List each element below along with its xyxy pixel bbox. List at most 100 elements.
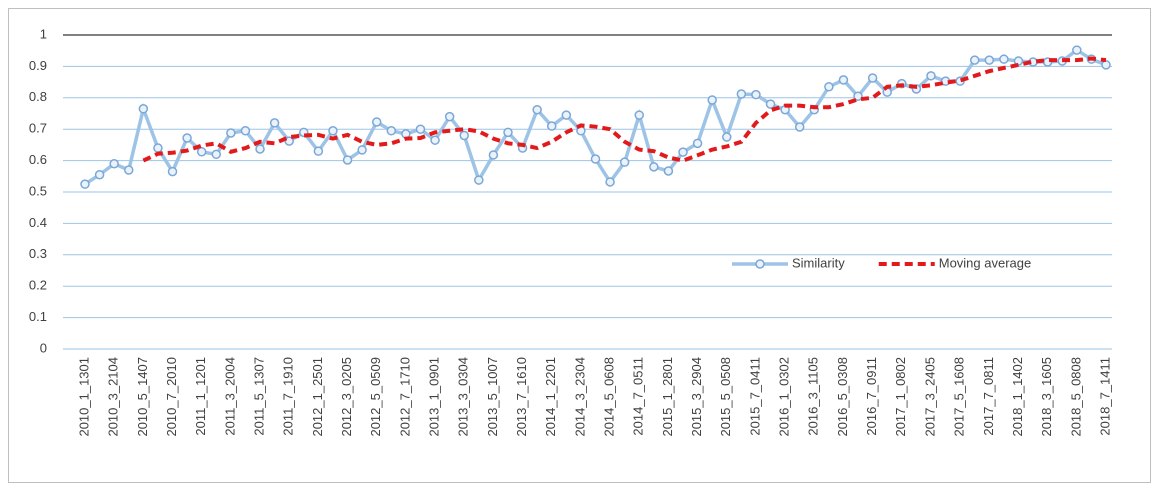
data-point <box>590 154 601 164</box>
data-point <box>80 179 90 189</box>
data-point <box>1072 45 1082 55</box>
x-tick-label: 2011_7_1910 <box>281 357 296 436</box>
y-tick-label: 0.4 <box>29 215 47 230</box>
x-tick-label: 2015_5_0508 <box>718 357 733 437</box>
data-point <box>853 91 863 101</box>
x-tick-label: 2018_5_0808 <box>1068 357 1083 437</box>
x-tick-label: 2016_1_0302 <box>777 357 792 437</box>
data-point <box>430 135 440 145</box>
x-tick-label: 2015_3_2904 <box>689 357 704 437</box>
data-point <box>124 165 134 175</box>
x-tick-label: 2017_7_0811 <box>981 357 996 436</box>
y-tick-label: 0.5 <box>29 183 47 198</box>
x-tick-label: 2016_5_0308 <box>835 357 850 437</box>
y-tick-label: 0 <box>40 340 47 355</box>
x-tick-label: 2011_1_1201 <box>193 357 208 436</box>
legend-label: Moving average <box>939 255 1032 270</box>
data-point <box>386 126 397 136</box>
data-point <box>649 162 659 172</box>
data-point <box>736 89 747 99</box>
x-tick-label: 2012_7_1710 <box>397 357 412 437</box>
data-point <box>663 166 674 176</box>
data-point <box>488 150 499 160</box>
y-tick-label: 0.9 <box>29 58 47 73</box>
data-point <box>532 104 542 115</box>
x-tick-label: 2012_5_0509 <box>368 357 383 437</box>
x-tick-label: 2015_1_2801 <box>660 357 675 437</box>
x-tick-label: 2010_3_2104 <box>106 357 121 437</box>
x-tick-label: 2013_1_0901 <box>426 357 441 437</box>
legend-item: Moving average <box>878 255 1032 270</box>
data-point <box>561 110 572 120</box>
data-point <box>1101 60 1111 70</box>
x-tick-label: 2010_1_1301 <box>76 357 91 437</box>
data-point <box>459 130 469 141</box>
y-tick-label: 0.6 <box>29 152 47 167</box>
data-point <box>167 166 178 177</box>
data-point <box>605 177 615 187</box>
x-tick-label: 2016_3_1105 <box>806 357 821 436</box>
data-point <box>546 121 557 131</box>
x-tick-label: 2018_1_1402 <box>1010 357 1025 437</box>
x-tick-label: 2010_5_1407 <box>135 357 150 437</box>
data-point <box>371 117 382 127</box>
data-point <box>503 127 513 138</box>
x-tick-label: 2013_7_1610 <box>514 357 529 437</box>
data-point <box>867 73 878 83</box>
x-tick-label: 2014_1_2201 <box>543 357 558 437</box>
data-point <box>138 104 149 114</box>
y-tick-label: 0.1 <box>29 309 47 324</box>
x-tick-label: 2011_3_2004 <box>222 357 237 436</box>
x-tick-label: 2017_3_2405 <box>922 357 937 437</box>
data-point <box>444 111 455 122</box>
x-tick-label: 2012_3_0205 <box>339 357 354 437</box>
chart-border <box>8 8 1151 483</box>
data-point <box>153 143 163 153</box>
data-point <box>707 95 717 105</box>
data-point <box>619 157 630 167</box>
x-tick-label: 2018_7_1411 <box>1097 357 1112 436</box>
data-point <box>794 122 805 132</box>
data-point <box>94 169 105 180</box>
x-tick-label: 2017_1_0802 <box>893 357 908 437</box>
x-tick-label: 2013_5_1007 <box>485 357 500 437</box>
data-point <box>678 147 688 157</box>
x-tick-label: 2016_7_0911 <box>864 357 879 436</box>
data-point <box>926 71 936 81</box>
x-tick-label: 2014_3_2304 <box>572 357 587 437</box>
data-point <box>999 54 1009 64</box>
data-point <box>342 155 353 165</box>
data-point <box>415 124 426 134</box>
y-tick-label: 0.8 <box>29 89 47 104</box>
data-point <box>182 133 192 143</box>
data-point <box>196 147 207 157</box>
series-line <box>142 56 1107 163</box>
y-tick-label: 0.2 <box>29 278 47 293</box>
data-point <box>838 75 849 85</box>
x-tick-label: 2015_7_0411 <box>747 357 762 436</box>
legend-label: Similarity <box>792 255 845 270</box>
data-point <box>240 126 251 136</box>
legend-item: Similarity <box>732 255 845 270</box>
data-point <box>634 110 645 120</box>
legend-marker <box>755 259 765 269</box>
data-point <box>284 136 294 146</box>
data-point <box>328 126 338 136</box>
x-tick-label: 2017_5_1608 <box>952 357 967 437</box>
data-point <box>984 55 995 65</box>
data-point <box>765 99 776 109</box>
x-tick-label: 2011_5_1307 <box>251 357 266 436</box>
data-point <box>357 145 367 155</box>
data-point <box>109 158 119 169</box>
x-tick-label: 2014_7_0511 <box>631 357 646 436</box>
y-tick-label: 0.7 <box>29 121 47 136</box>
data-point <box>313 146 324 156</box>
y-tick-label: 0.3 <box>29 246 47 261</box>
x-tick-label: 2012_1_2501 <box>310 357 325 437</box>
data-point <box>474 175 484 185</box>
data-point <box>824 82 834 92</box>
data-point <box>751 89 761 100</box>
x-tick-label: 2018_3_1605 <box>1039 357 1054 437</box>
data-point <box>226 128 236 138</box>
